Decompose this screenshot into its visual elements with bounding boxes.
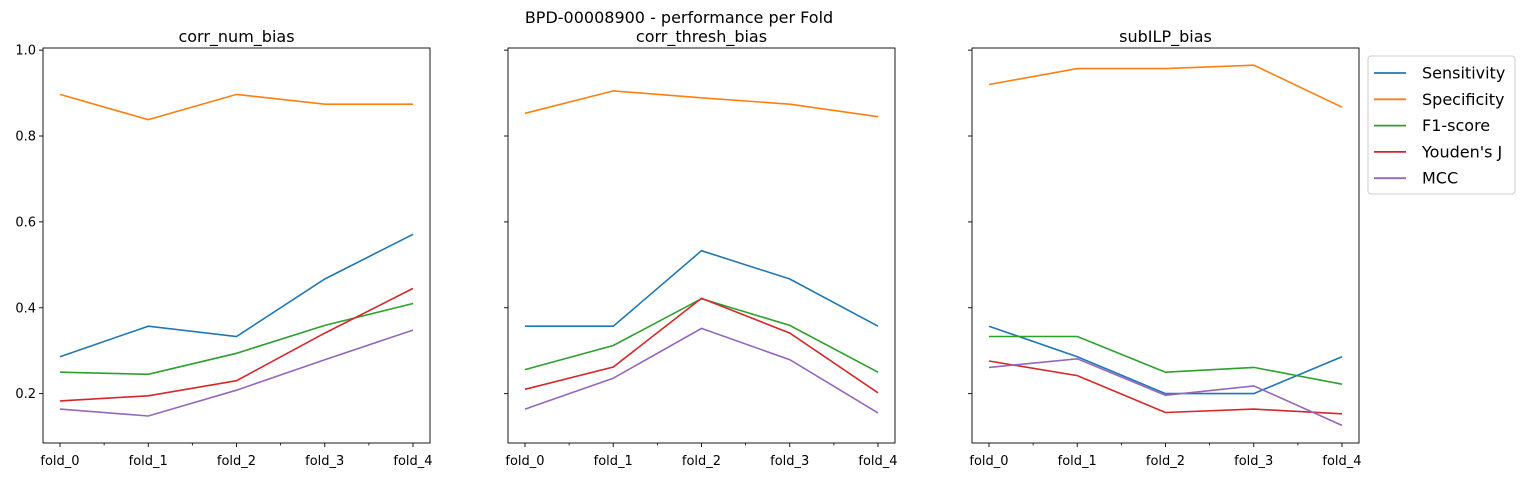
panel-title: corr_num_bias — [178, 27, 294, 47]
panels: corr_num_bias 0.2 0.4 0.6 0.8 1.0 fold_0 fold_1… — [15, 27, 1361, 469]
panel-title: corr_thresh_bias — [636, 27, 767, 47]
series-line-MCC — [524, 327, 879, 414]
series-line-Specificity — [59, 93, 413, 121]
series-line-MCC — [988, 357, 1343, 427]
y-tick-label: 0.4 — [15, 301, 36, 316]
x-tick-label: fold_2 — [1146, 454, 1185, 469]
x-tick-label: fold_1 — [1058, 454, 1097, 469]
y-tick-label: 0.8 — [15, 130, 36, 145]
series-line-F1-score — [524, 297, 879, 373]
figure-suptitle: BPD-00008900 - performance per Fold — [525, 8, 833, 27]
x-tick-label: fold_4 — [393, 454, 432, 469]
y-tick-label: 1.0 — [15, 44, 36, 59]
series-line-Sensitivity — [59, 233, 414, 358]
legend-label: Specificity — [1422, 90, 1504, 109]
axes-frame — [971, 47, 1360, 444]
legend-label: MCC — [1422, 169, 1458, 188]
legend: Sensitivity Specificity F1-score Youden's J… — [1367, 55, 1516, 195]
x-tick-label: fold_1 — [129, 454, 168, 469]
series-line-Youden's J — [988, 360, 1343, 415]
panel-title: subILP_bias — [1119, 27, 1212, 47]
x-tick-label: fold_4 — [858, 454, 897, 469]
x-tick-label: fold_2 — [682, 454, 721, 469]
series-line-MCC — [59, 329, 414, 417]
axes-frame — [42, 47, 431, 444]
x-tick-label: fold_2 — [217, 454, 256, 469]
panel-corr_num_bias: corr_num_bias 0.2 0.4 0.6 0.8 1.0 fold_0 fold_1… — [15, 27, 432, 469]
x-tick-label: fold_3 — [770, 454, 809, 469]
legend-label: F1-score — [1422, 116, 1490, 135]
series-line-Youden's J — [59, 287, 414, 402]
panel-subILP_bias: subILP_bias fold_0 fold_1 fold_2 fold_3 fold_… — [968, 27, 1362, 469]
x-tick-label: fold_3 — [1234, 454, 1273, 469]
x-tick-label: fold_1 — [594, 454, 633, 469]
y-tick-label: 0.2 — [15, 387, 36, 402]
series-line-F1-score — [989, 335, 1343, 385]
x-tick-label: fold_3 — [305, 454, 344, 469]
series-line-Youden's J — [524, 297, 879, 394]
series-line-Specificity — [524, 90, 879, 118]
x-tick-label: fold_0 — [969, 454, 1008, 469]
x-tick-label: fold_0 — [505, 454, 544, 469]
legend-label: Sensitivity — [1422, 64, 1505, 83]
series-line-Specificity — [988, 64, 1343, 108]
series-line-Sensitivity — [988, 325, 1343, 395]
legend-box — [1367, 55, 1516, 195]
panel-corr_thresh_bias: corr_thresh_bias fold_0 fold_1 fold_2 fold_3… — [504, 27, 898, 469]
y-tick-label: 0.6 — [15, 215, 36, 230]
series-line-Sensitivity — [525, 249, 879, 328]
axes-frame — [507, 47, 896, 444]
legend-label: Youden's J — [1421, 142, 1502, 161]
x-tick-label: fold_0 — [40, 454, 79, 469]
x-tick-label: fold_4 — [1322, 454, 1361, 469]
